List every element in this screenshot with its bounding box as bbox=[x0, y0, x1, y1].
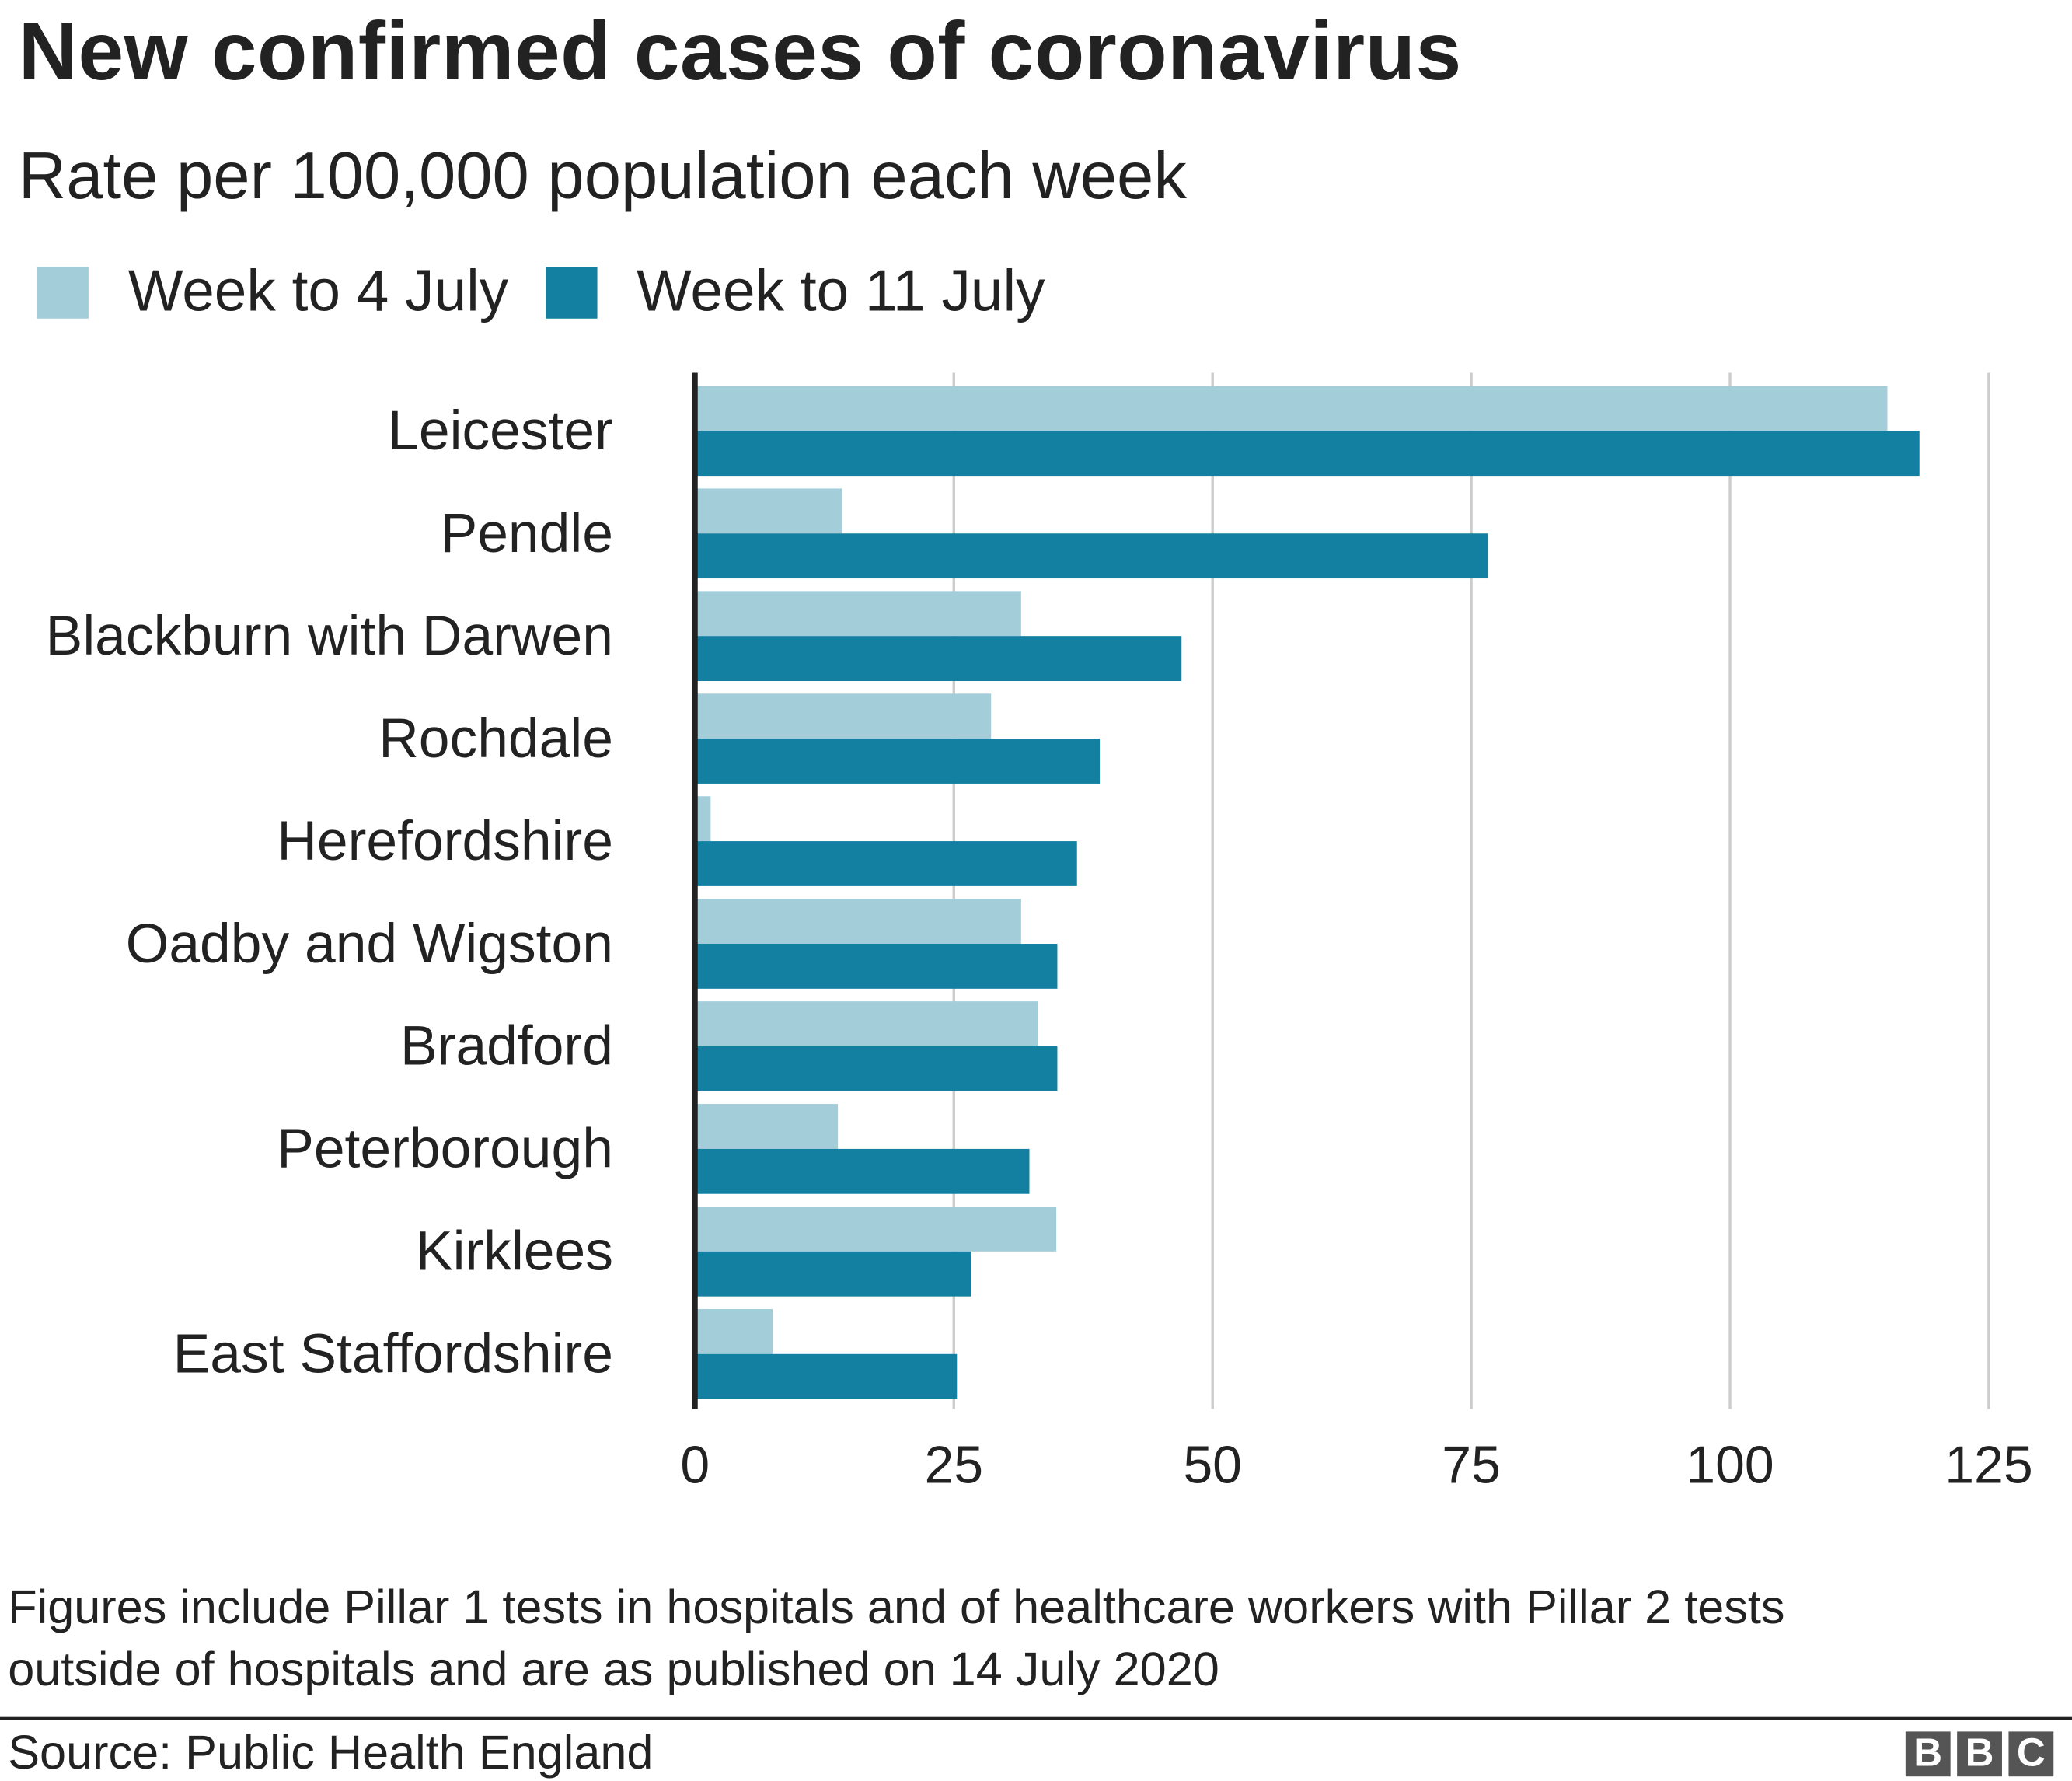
category-label: Rochdale bbox=[378, 707, 613, 770]
bar-week-11-july bbox=[695, 1148, 1030, 1194]
legend: Week to 4 July Week to 11 July bbox=[37, 259, 1082, 325]
bar-week-11-july bbox=[695, 431, 1920, 477]
footnote: Figures include Pillar 1 tests in hospit… bbox=[8, 1576, 1784, 1700]
bar-week-11-july bbox=[695, 944, 1058, 989]
plot-area: 0 25 50 75 100 125 Leicester Pendle Blackburn wi… bbox=[46, 372, 2033, 1495]
bar-week-4-july bbox=[695, 1207, 1057, 1252]
bar-week-4-july bbox=[695, 1308, 773, 1354]
category-label: Herefordshire bbox=[277, 810, 613, 872]
legend-label: Week to 4 July bbox=[127, 259, 509, 324]
logo-letter: B bbox=[1957, 1731, 2002, 1777]
bbc-logo: B B C bbox=[1905, 1731, 2054, 1777]
category-label: Bradford bbox=[400, 1015, 613, 1077]
logo-letter: B bbox=[1905, 1731, 1951, 1777]
legend-swatch-dark bbox=[545, 266, 598, 318]
legend-item-week-4-july: Week to 4 July bbox=[37, 259, 509, 325]
chart-subtitle: Rate per 100,000 population each week bbox=[18, 138, 1187, 213]
bar-week-4-july bbox=[695, 796, 711, 842]
category-label: Peterborough bbox=[277, 1118, 613, 1180]
divider bbox=[0, 1716, 2072, 1720]
category-label: Pendle bbox=[441, 502, 613, 564]
x-tick-label: 50 bbox=[1183, 1436, 1242, 1495]
category-label: Kirklees bbox=[416, 1221, 613, 1283]
bar-week-4-july bbox=[695, 386, 1888, 431]
bar-week-11-july bbox=[695, 1046, 1058, 1091]
source-text: Source: Public Health England bbox=[8, 1724, 654, 1779]
bar-week-11-july bbox=[695, 739, 1101, 784]
x-tick-label: 25 bbox=[924, 1436, 983, 1495]
bar-week-11-july bbox=[695, 1353, 958, 1399]
bar-week-4-july bbox=[695, 693, 992, 739]
bar-week-4-july bbox=[695, 1104, 839, 1149]
bar-week-11-july bbox=[695, 841, 1077, 886]
logo-letter: C bbox=[2008, 1731, 2054, 1777]
x-tick-label: 100 bbox=[1686, 1436, 1774, 1495]
bar-week-4-july bbox=[695, 591, 1021, 637]
bar-week-11-july bbox=[695, 533, 1488, 579]
bar-week-4-july bbox=[695, 899, 1021, 945]
x-tick-label: 0 bbox=[680, 1436, 710, 1495]
category-label: Leicester bbox=[388, 400, 613, 462]
x-tick-label: 125 bbox=[1945, 1436, 2032, 1495]
legend-label: Week to 11 July bbox=[637, 259, 1045, 324]
footnote-line: Figures include Pillar 1 tests in hospit… bbox=[8, 1579, 1785, 1634]
bar-week-4-july bbox=[695, 488, 842, 534]
category-label: Oadby and Wigston bbox=[126, 913, 613, 975]
category-label: East Staffordshire bbox=[173, 1323, 613, 1385]
legend-swatch-light bbox=[37, 266, 89, 318]
legend-item-week-11-july: Week to 11 July bbox=[545, 259, 1045, 325]
bar-week-11-july bbox=[695, 636, 1182, 681]
category-label: Blackburn with Darwen bbox=[46, 605, 613, 667]
chart-title: New confirmed cases of coronavirus bbox=[18, 6, 1462, 98]
bar-week-11-july bbox=[695, 1251, 971, 1297]
x-tick-label: 75 bbox=[1442, 1436, 1501, 1495]
footnote-line: outside of hospitals and are as publishe… bbox=[8, 1641, 1219, 1696]
bar-week-4-july bbox=[695, 1001, 1038, 1046]
